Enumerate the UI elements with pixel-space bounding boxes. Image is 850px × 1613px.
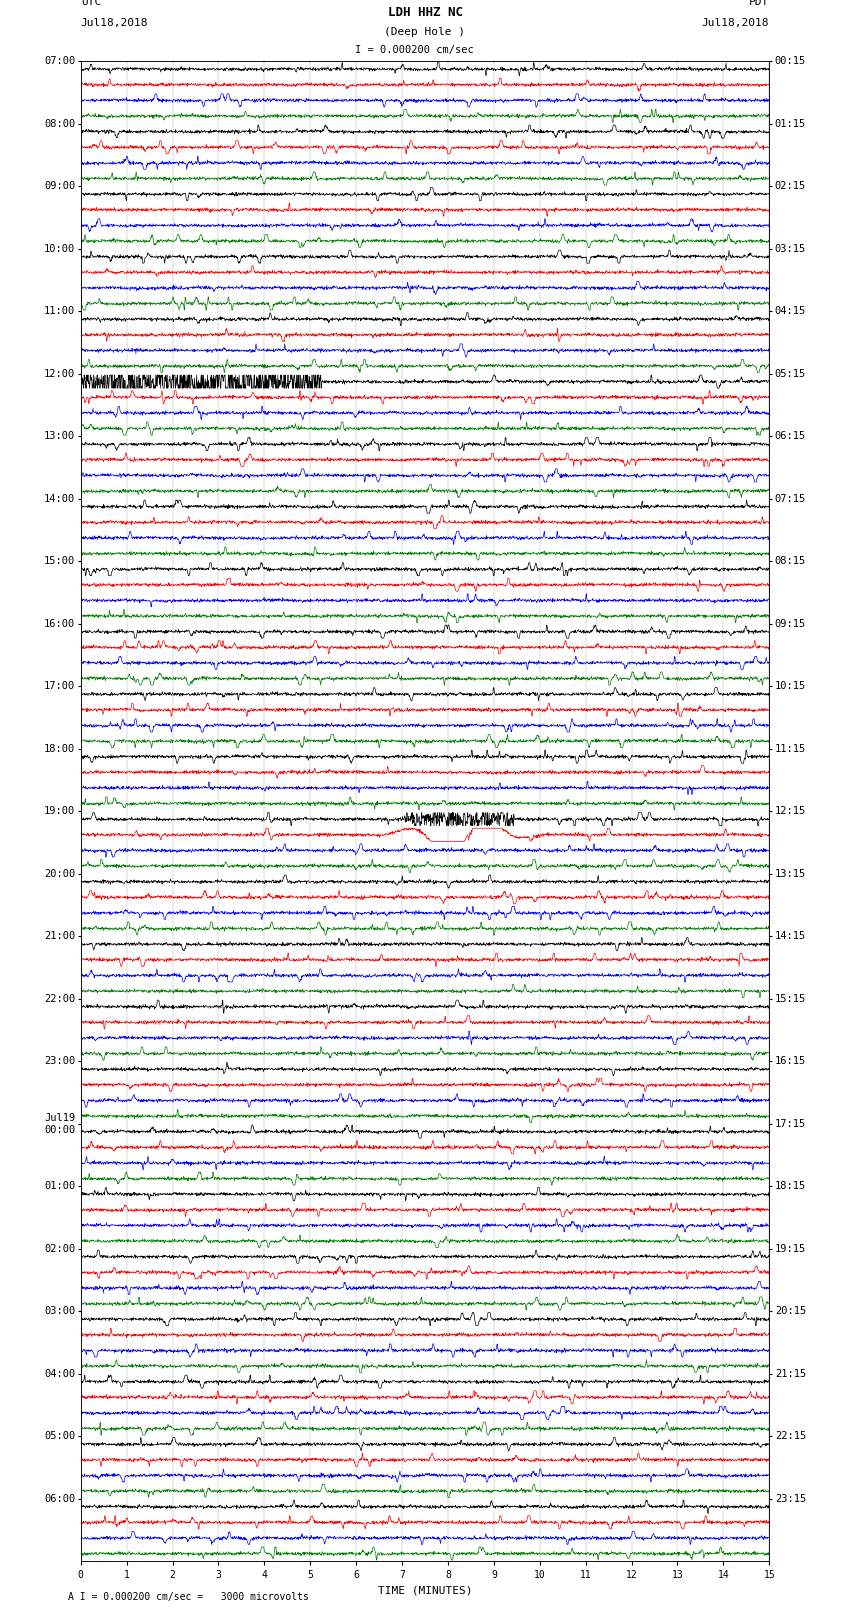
Text: Jul18,2018: Jul18,2018 [702,18,769,29]
X-axis label: TIME (MINUTES): TIME (MINUTES) [377,1586,473,1595]
Text: A I = 0.000200 cm/sec =   3000 microvolts: A I = 0.000200 cm/sec = 3000 microvolts [68,1592,309,1602]
Text: Jul18,2018: Jul18,2018 [81,18,148,29]
Text: UTC: UTC [81,0,101,8]
Text: (Deep Hole ): (Deep Hole ) [384,27,466,37]
Text: I = 0.000200 cm/sec: I = 0.000200 cm/sec [355,45,474,55]
Text: PDT: PDT [749,0,769,8]
Text: LDH HHZ NC: LDH HHZ NC [388,6,462,19]
